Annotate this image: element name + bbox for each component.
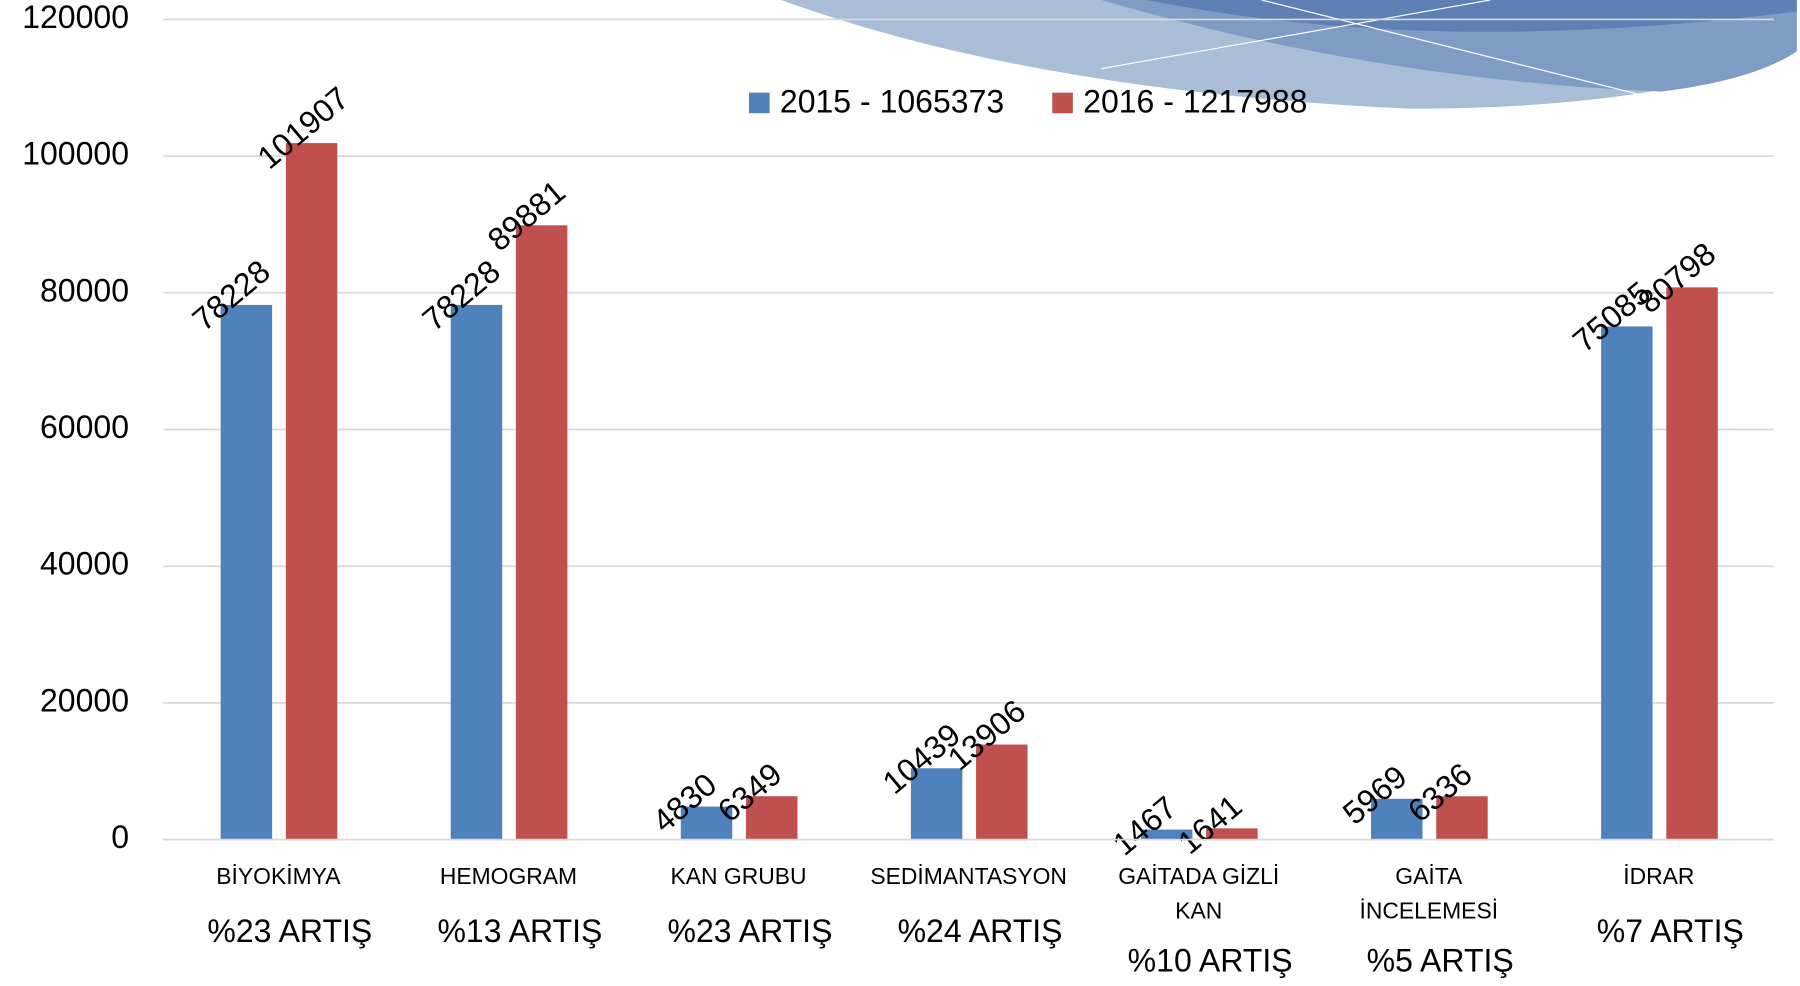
bar <box>221 305 272 840</box>
legend-swatch <box>749 93 770 114</box>
annotation: %23 ARTIŞ <box>207 913 372 949</box>
x-tick-label: HEMOGRAM <box>406 860 612 894</box>
y-tick-label: 40000 <box>40 546 129 582</box>
x-tick-label: İDRAR <box>1556 860 1762 894</box>
x-tick-label: KAN GRUBU <box>636 860 842 894</box>
annotation: %7 ARTIŞ <box>1597 913 1744 949</box>
bar <box>451 305 502 840</box>
y-tick-label: 20000 <box>40 682 129 718</box>
x-tick-label-box: GAİTADA GİZLİ KAN <box>1096 860 1302 940</box>
x-tick-label: BİYOKİMYA <box>175 860 381 894</box>
y-tick-label: 80000 <box>40 272 129 308</box>
annotation: %23 ARTIŞ <box>668 913 833 949</box>
x-tick-label: SEDİMANTASYON <box>866 860 1072 894</box>
x-tick-label-box: GAİTA İNCELEMESİ <box>1326 860 1532 940</box>
legend-label: 2015 - 1065373 <box>780 84 1004 120</box>
legend-label: 2016 - 1217988 <box>1083 84 1307 120</box>
bar <box>516 225 567 839</box>
annotation: %13 ARTIŞ <box>437 913 602 949</box>
x-tick-label: GAİTA İNCELEMESİ <box>1326 860 1532 929</box>
y-tick-label: 120000 <box>22 0 129 35</box>
x-tick-label: GAİTADA GİZLİ KAN <box>1096 860 1302 929</box>
chart: 0 20000 40000 60000 80000 100000 120000 2015 - … <box>0 0 1800 986</box>
y-tick-label: 0 <box>111 819 129 855</box>
data-label: 1641 <box>1171 788 1249 861</box>
y-tick-label: 100000 <box>22 136 129 172</box>
annotation: %5 ARTIŞ <box>1367 943 1514 979</box>
data-label: 1467 <box>1106 789 1184 862</box>
bar <box>1601 326 1652 839</box>
annotation: %24 ARTIŞ <box>898 913 1063 949</box>
bar <box>286 143 337 839</box>
bar <box>1666 287 1717 839</box>
legend-swatch <box>1052 93 1073 114</box>
annotation: %10 ARTIŞ <box>1128 943 1293 979</box>
y-tick-label: 60000 <box>40 409 129 445</box>
